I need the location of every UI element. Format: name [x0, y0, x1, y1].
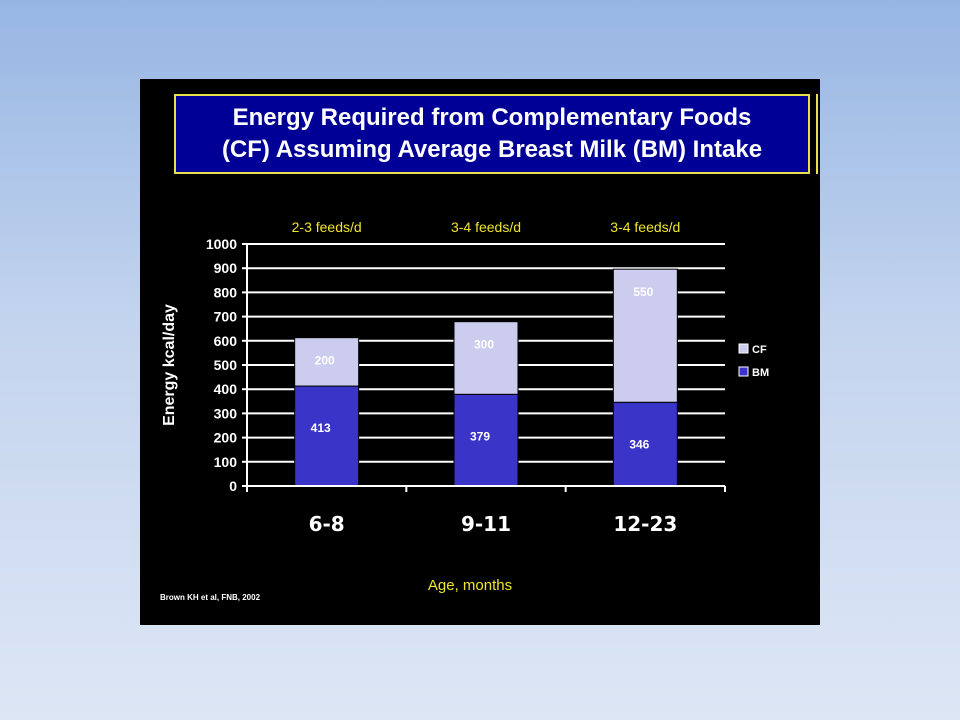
legend-label: CF	[752, 344, 767, 356]
title-line-1: Energy Required from Complementary Foods	[232, 104, 752, 131]
feeds-annotation: 3-4 feeds/d	[451, 219, 521, 235]
data-label-cf: 300	[474, 338, 494, 352]
y-tick-label: 200	[214, 430, 238, 446]
y-tick-label: 1000	[206, 236, 237, 252]
source-note: Brown KH et al, FNB, 2002	[160, 593, 261, 602]
stacked-bar-chart: 0 100 200 300 400 500 600 700 800 900 1000 413 200 6-…	[161, 219, 769, 594]
y-tick-label: 600	[214, 333, 238, 349]
y-tick-label: 0	[229, 478, 237, 494]
data-label-cf: 550	[633, 285, 653, 299]
bar-cf	[612, 268, 678, 403]
y-tick-label: 500	[214, 357, 238, 373]
title-line-2: (CF) Assuming Average Breast Milk (BM) I…	[221, 136, 763, 163]
bar-cf	[294, 337, 360, 387]
x-tick-label: 6-8	[309, 512, 345, 536]
feeds-annotation: 3-4 feeds/d	[610, 219, 680, 235]
x-axis-title: Age, months	[428, 577, 512, 594]
y-axis-title: Energy kcal/day	[161, 304, 178, 426]
data-label-bm: 379	[470, 429, 490, 443]
data-label-bm: 413	[311, 421, 331, 435]
data-label-bm: 346	[629, 437, 649, 451]
bar-bm	[294, 385, 360, 487]
feeds-annotation: 2-3 feeds/d	[292, 219, 362, 235]
y-tick-label: 900	[214, 260, 238, 276]
legend-swatch	[738, 366, 749, 377]
y-tick-label: 800	[214, 284, 238, 300]
legend-label: BM	[752, 367, 769, 379]
y-tick-label: 300	[214, 405, 238, 421]
data-label-cf: 200	[315, 354, 335, 368]
bar-cf	[453, 321, 519, 395]
x-tick-label: 9-11	[461, 512, 511, 536]
x-tick-label: 12-23	[613, 512, 677, 536]
y-tick-label: 100	[214, 454, 238, 470]
title-box-edge	[816, 94, 818, 174]
title-box: Energy Required from Complementary Foods…	[174, 94, 810, 174]
slide-panel: Energy Required from Complementary Foods…	[140, 79, 820, 625]
y-tick-label: 700	[214, 309, 238, 325]
legend-swatch	[738, 343, 749, 354]
y-tick-label: 400	[214, 381, 238, 397]
